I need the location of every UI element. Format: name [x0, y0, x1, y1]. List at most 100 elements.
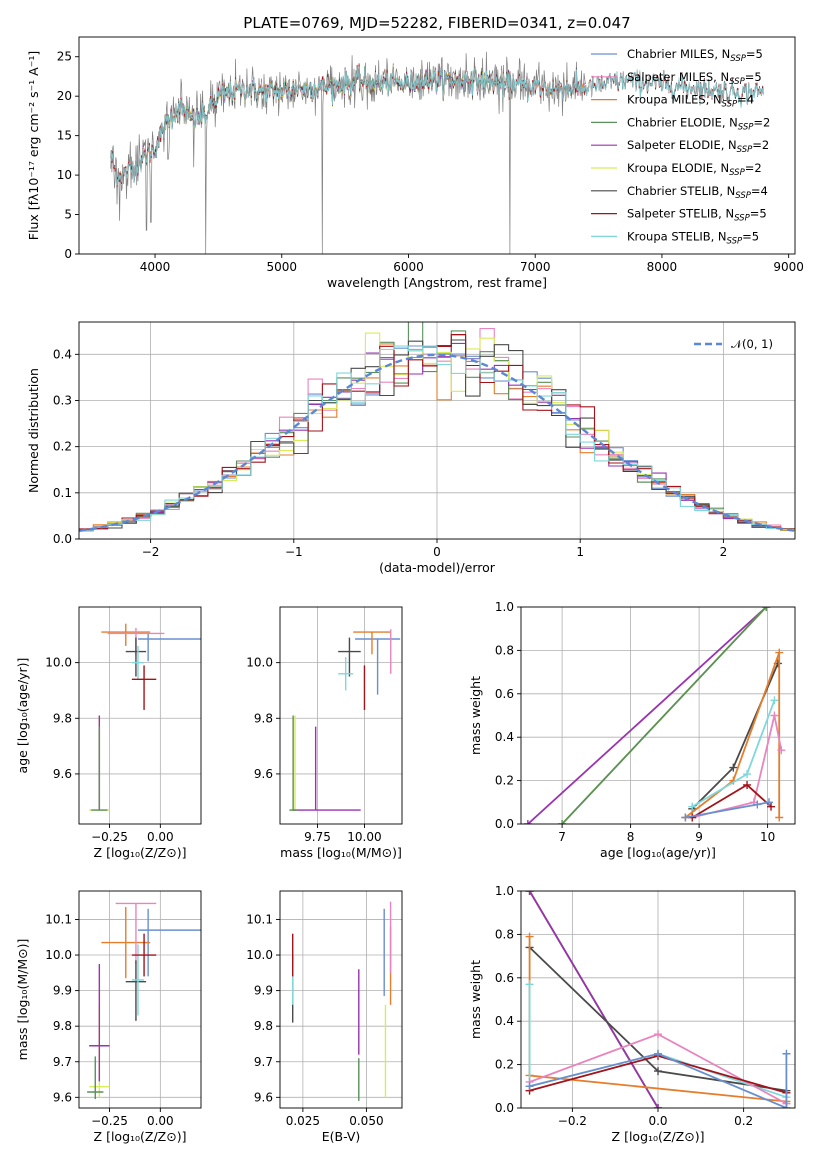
weight-marker — [525, 1082, 534, 1091]
gridlines — [280, 891, 402, 1108]
y-tick-label: 9.6 — [254, 1090, 273, 1104]
y-tick-label: 0.1 — [53, 486, 72, 500]
weight-series-3 — [691, 663, 779, 810]
y-tick-label: 9.8 — [53, 1019, 72, 1033]
axes-frame — [279, 606, 403, 825]
y-tick-label: 0.6 — [495, 971, 514, 985]
panel-age_vs_mass: 9.75 10.00 9.6 9.8 10.0 mass [log₁₀(M/M⊙)] — [246, 606, 403, 860]
errorbar-point-5 — [131, 665, 157, 710]
weight-marker — [777, 746, 786, 755]
ticks: 9.75 10.00 9.6 9.8 10.0 — [246, 656, 381, 844]
x-tick-label: −0.2 — [558, 1114, 587, 1128]
y-tick-label: 20 — [57, 89, 72, 103]
weight-marker — [654, 1067, 662, 1076]
x-axis-label: Z [log₁₀(Z/Z⊙)] — [612, 1129, 705, 1144]
weight-marker — [654, 1049, 662, 1058]
x-tick-label: −1 — [285, 545, 303, 559]
panel-weight_vs_age: 7 8 9 10 0.0 0.2 0.4 0.6 0.8 1.0 age [log₁₀(age/yr… — [468, 600, 796, 860]
legend-entry: Salpeter ELODIE, NSSP=2 — [627, 138, 769, 155]
x-tick-label: 0.0 — [648, 1114, 667, 1128]
legend-entry: Chabrier STELIB, NSSP=4 — [627, 184, 768, 201]
errorbar-point-4 — [338, 657, 354, 691]
y-axis-label: Flux [fλ10⁻¹⁷ erg cm⁻² s⁻¹ A⁻¹] — [26, 51, 41, 240]
errorbar-point-7 — [293, 726, 361, 811]
plot-area — [79, 322, 795, 533]
y-tick-label: 9.7 — [254, 1055, 273, 1069]
y-tick-label: 25 — [57, 50, 72, 64]
panel-weight_vs_Z: −0.2 0.0 0.2 0.0 0.2 0.4 0.6 0.8 1.0 Z [log₁₀(Z/Z… — [468, 884, 796, 1144]
weight-marker — [782, 1104, 791, 1108]
errorbar-point-3 — [125, 960, 147, 1021]
gridlines — [280, 607, 402, 824]
y-tick-label: 0.4 — [495, 730, 514, 744]
weight-marker — [525, 891, 534, 895]
y-tick-label: 10.0 — [246, 656, 273, 670]
ticks: −0.25 0.00 9.6 9.8 10.0 — [45, 656, 173, 844]
plot-area — [289, 629, 401, 811]
y-tick-label: 10.1 — [45, 912, 72, 926]
errorbar-point-3 — [125, 637, 147, 677]
errorbar-point-1 — [353, 631, 391, 655]
x-tick-label: 4000 — [140, 260, 171, 274]
y-axis-label: mass weight — [468, 676, 483, 755]
legend-tail: =5 — [742, 229, 759, 243]
ticks: −0.2 0.0 0.2 0.0 0.2 0.4 0.6 0.8 1.0 — [495, 884, 753, 1128]
y-tick-label: 9.8 — [53, 711, 72, 725]
errorbar-point-7 — [89, 963, 110, 1082]
x-tick-label: −0.25 — [91, 1114, 128, 1128]
y-tick-label: 0.0 — [495, 1101, 514, 1115]
legend-sub: SSP — [735, 191, 751, 201]
weight-series-5 — [691, 699, 776, 808]
ticks: 7 8 9 10 0.0 0.2 0.4 0.6 0.8 1.0 — [495, 600, 775, 844]
y-tick-label: 5 — [64, 208, 72, 222]
errorbar-point-5 — [131, 933, 157, 977]
x-tick-label: 10 — [760, 830, 775, 844]
legend-tail: =5 — [746, 47, 763, 61]
axes-frame — [78, 890, 202, 1109]
axes-frame — [78, 606, 202, 825]
y-axis-label: mass [log₁₀(M/M⊙)] — [15, 939, 30, 1061]
x-axis-label: Z [log₁₀(Z/Z⊙)] — [94, 1129, 187, 1144]
weight-marker — [558, 820, 567, 824]
legend-entry: Salpeter MILES, NSSP=5 — [627, 70, 762, 87]
y-tick-label: 10.0 — [45, 656, 72, 670]
plot-area — [87, 902, 201, 1100]
legend-tail: =2 — [753, 115, 770, 129]
x-tick-label: 7 — [558, 830, 566, 844]
weight-marker — [681, 813, 690, 822]
legend-entry: Chabrier ELODIE, NSSP=2 — [627, 115, 770, 132]
plot-area — [89, 623, 201, 811]
y-tick-label: 9.8 — [254, 1019, 273, 1033]
x-tick-label: 5000 — [266, 260, 297, 274]
x-axis-label: wavelength [Angstrom, rest frame] — [327, 275, 547, 290]
plot-area — [292, 901, 392, 1101]
y-tick-label: 9.9 — [254, 984, 273, 998]
weight-series-0 — [527, 607, 767, 824]
y-tick-label: 10.1 — [246, 912, 273, 926]
y-tick-label: 0.4 — [495, 1014, 514, 1028]
y-axis-label: age [log₁₀(age/yr)] — [15, 658, 30, 774]
y-tick-label: 10.0 — [45, 948, 72, 962]
legend-entry: Kroupa STELIB, NSSP=5 — [627, 229, 759, 246]
x-tick-label: −0.25 — [91, 830, 128, 844]
panel-mass_vs_Z: −0.25 0.00 9.6 9.7 9.8 9.9 10.0 10.1 Z [log₁₀(Z/… — [15, 890, 202, 1144]
x-axis-label: Z [log₁₀(Z/Z⊙)] — [94, 845, 187, 860]
x-tick-label: 0 — [433, 545, 441, 559]
plot-area — [110, 51, 764, 254]
y-tick-label: 0.2 — [495, 1058, 514, 1072]
y-tick-label: 0.8 — [495, 927, 514, 941]
x-tick-label: 1 — [576, 545, 584, 559]
x-tick-label: 0.2 — [734, 1114, 753, 1128]
weight-marker — [782, 1049, 791, 1058]
ticks: −2 −1 0 1 2 0.0 0.1 0.2 0.3 0.4 — [53, 347, 727, 559]
errorbar-point-8 — [289, 715, 297, 811]
weight-series-7 — [691, 783, 772, 819]
weight-marker — [775, 813, 784, 822]
y-tick-label: 9.6 — [254, 767, 273, 781]
y-tick-label: 0.0 — [495, 817, 514, 831]
errorbar-point-4 — [131, 645, 145, 680]
ticks: −0.25 0.00 9.6 9.7 9.8 9.9 10.0 10.1 — [45, 912, 173, 1128]
weight-series-8 — [529, 1052, 788, 1108]
x-tick-label: 10.00 — [347, 830, 381, 844]
